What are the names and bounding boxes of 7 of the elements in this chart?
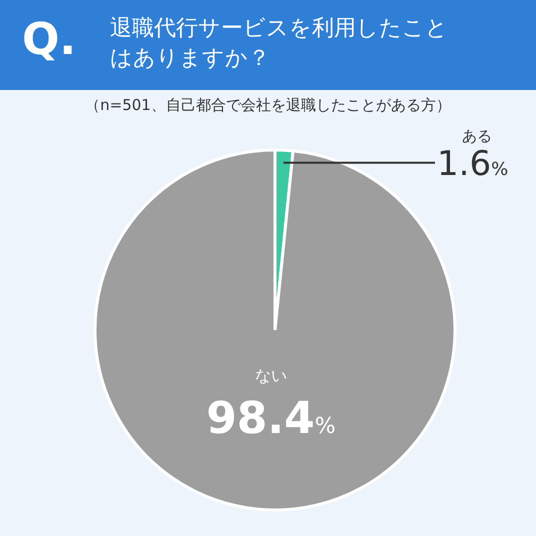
chart-subtitle: （n=501、自己都合で会社を退職したことがある方）: [84, 96, 452, 115]
chart-title: 退職代行サービスを利用したことはありますか？: [110, 15, 449, 73]
slice-label: ある: [462, 126, 492, 145]
data-label: 98.4%: [206, 392, 336, 444]
slice-label: ない: [254, 366, 287, 385]
data-label: 1.6%: [437, 144, 508, 184]
text: Q.: [22, 14, 76, 65]
